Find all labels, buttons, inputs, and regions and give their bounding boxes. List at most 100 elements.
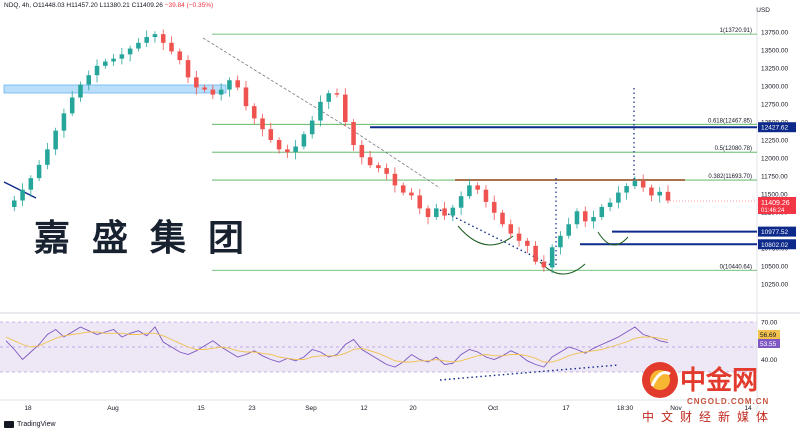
candle-body[interactable]: [36, 164, 42, 179]
rsi-divergence-line[interactable]: [439, 364, 619, 381]
candle-body[interactable]: [210, 89, 216, 95]
candle-body[interactable]: [599, 206, 605, 218]
price-axis[interactable]: 13750.00 13500.00 13250.00 13000.00 12750.00…: [761, 30, 788, 289]
symbol-info[interactable]: NDQ, 4h,: [4, 2, 32, 9]
candle-body[interactable]: [202, 87, 207, 90]
rsi-line[interactable]: [5, 326, 669, 368]
candle-body[interactable]: [516, 233, 522, 241]
candle-body[interactable]: [268, 129, 274, 140]
candle-body[interactable]: [45, 149, 50, 165]
candle-body[interactable]: [260, 118, 265, 130]
candle-body[interactable]: [475, 185, 480, 190]
candle-body[interactable]: [119, 54, 125, 59]
candle-body[interactable]: [624, 186, 629, 193]
candle-body[interactable]: [566, 224, 571, 236]
candle-body[interactable]: [409, 192, 414, 196]
candle-body[interactable]: [103, 61, 108, 66]
candle-body[interactable]: [351, 122, 356, 146]
candle-body[interactable]: [591, 217, 596, 222]
candle-body[interactable]: [425, 208, 431, 218]
rsi-axis[interactable]: 70.00 40.00: [761, 320, 778, 365]
time-tick-label: Nov: [670, 405, 682, 412]
candle-body[interactable]: [582, 211, 588, 222]
candle-body[interactable]: [384, 168, 389, 174]
candle-body[interactable]: [533, 245, 538, 262]
candle-body[interactable]: [94, 65, 100, 76]
candle-body[interactable]: [434, 208, 439, 218]
candle-body[interactable]: [20, 189, 25, 201]
candle-body[interactable]: [136, 42, 141, 49]
candle-body[interactable]: [69, 97, 75, 114]
candle-body[interactable]: [376, 165, 381, 169]
candle-body[interactable]: [28, 178, 34, 190]
candle-body[interactable]: [53, 130, 58, 150]
downtrend-line[interactable]: [202, 37, 353, 131]
time-axis[interactable]: 18 Aug 15 23 Sep 12 20 Oct 17 18:30 Nov 14: [24, 405, 752, 412]
time-tick-label: 14: [744, 405, 752, 412]
candle-body[interactable]: [549, 247, 555, 268]
fibonacci-levels[interactable]: 1(13720.91) 0.618(12467.85) 0.5(12080.78) 0…: [212, 28, 757, 271]
candle-body[interactable]: [185, 60, 191, 78]
candle-body[interactable]: [525, 240, 530, 246]
candle-body[interactable]: [326, 93, 332, 102]
candle-body[interactable]: [11, 200, 17, 207]
candle-body[interactable]: [152, 34, 158, 38]
candle-body[interactable]: [632, 181, 638, 187]
candle-body[interactable]: [558, 235, 563, 248]
candle-body[interactable]: [301, 134, 307, 147]
candle-body[interactable]: [508, 224, 514, 234]
candle-body[interactable]: [640, 181, 646, 188]
head-shoulder-arc-3[interactable]: [597, 231, 629, 246]
candle-body[interactable]: [400, 185, 406, 193]
highlight-zone[interactable]: [3, 84, 227, 94]
downtrend-line-2[interactable]: [351, 129, 441, 189]
candle-body[interactable]: [342, 94, 348, 122]
candle-body[interactable]: [285, 149, 290, 153]
candle-body[interactable]: [276, 140, 282, 150]
candle-body[interactable]: [293, 146, 298, 153]
candle-body[interactable]: [144, 37, 149, 43]
candle-body[interactable]: [367, 157, 373, 166]
candle-body[interactable]: [243, 87, 249, 107]
candle-body[interactable]: [86, 75, 92, 85]
candle-body[interactable]: [574, 211, 580, 225]
candle-body[interactable]: [78, 84, 83, 98]
candle-body[interactable]: [127, 48, 133, 55]
tradingview-branding[interactable]: TradingView: [4, 421, 56, 428]
candle-body[interactable]: [227, 80, 232, 90]
candle-body[interactable]: [392, 173, 398, 186]
currency-label[interactable]: USD: [756, 7, 770, 14]
candle-body[interactable]: [160, 34, 166, 43]
candle-body[interactable]: [417, 195, 423, 209]
candle-body[interactable]: [500, 212, 505, 225]
candle-body[interactable]: [616, 192, 621, 203]
candle-body[interactable]: [61, 113, 67, 131]
candle-body[interactable]: [194, 77, 199, 88]
candle-body[interactable]: [657, 191, 663, 196]
candle-body[interactable]: [649, 187, 654, 196]
candle-body[interactable]: [458, 196, 464, 208]
candlestick-series[interactable]: [11, 29, 671, 274]
candle-body[interactable]: [541, 261, 547, 268]
candle-body[interactable]: [235, 80, 240, 88]
candle-body[interactable]: [318, 101, 323, 121]
candle-body[interactable]: [450, 207, 456, 216]
candle-body[interactable]: [665, 191, 671, 201]
candle-body[interactable]: [177, 51, 183, 61]
candle-body[interactable]: [169, 42, 174, 52]
candle-body[interactable]: [111, 58, 116, 62]
rsi-signal-line[interactable]: [5, 331, 669, 363]
main-pane[interactable]: [0, 12, 757, 312]
candle-body[interactable]: [483, 189, 489, 202]
candle-body[interactable]: [607, 202, 613, 207]
candle-body[interactable]: [218, 89, 224, 95]
candle-body[interactable]: [334, 93, 340, 95]
candle-body[interactable]: [467, 185, 472, 197]
head-shoulder-arc-1[interactable]: [457, 225, 514, 246]
candle-body[interactable]: [491, 201, 497, 213]
candle-body[interactable]: [251, 106, 257, 119]
candle-body[interactable]: [442, 208, 447, 216]
candle-body[interactable]: [359, 145, 365, 158]
candle-body[interactable]: [309, 120, 315, 135]
